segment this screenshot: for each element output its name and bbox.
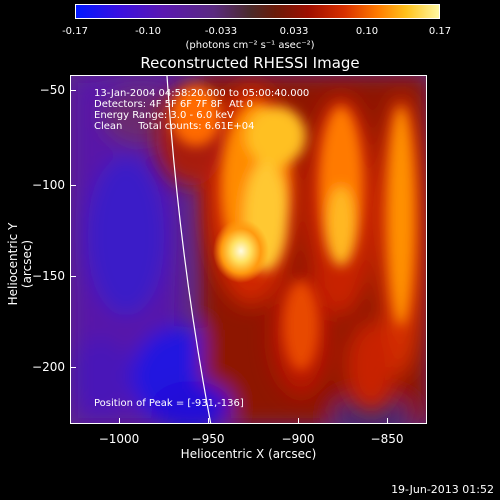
colorbar-unit-label: (photons cm⁻² s⁻¹ asec⁻²)	[185, 40, 315, 51]
colorbar-tick: 0.10	[355, 26, 379, 37]
y-tick-label: −150	[32, 269, 65, 283]
chart-title: Reconstructed RHESSI Image	[140, 54, 360, 72]
y-tick-label: −100	[32, 178, 65, 192]
x-tick-label: −900	[281, 432, 315, 446]
colorbar-tick: -0.033	[204, 26, 238, 37]
x-tick-mark	[298, 418, 299, 424]
colorbar-tick: -0.10	[135, 26, 161, 37]
x-axis-label: Heliocentric X (arcsec)	[180, 447, 317, 461]
x-tick-label: −950	[191, 432, 225, 446]
plot-area	[70, 75, 427, 424]
y-axis-label: Heliocentric Y (arcsec)	[6, 222, 34, 306]
solar-limb-line	[166, 76, 212, 423]
annotation-detectors: Detectors: 4F 5F 6F 7F 8F Att 0	[94, 99, 254, 110]
colorbar	[75, 4, 440, 19]
x-tick-mark	[208, 418, 209, 424]
x-tick-label: −1000	[98, 432, 140, 446]
footer-date: 19-Jun-2013 01:52	[391, 483, 494, 496]
x-tick-label: −850	[370, 432, 404, 446]
colorbar-tick: 0.17	[428, 26, 452, 37]
colorbar-tick: 0.033	[279, 26, 309, 37]
y-tick-label: −50	[39, 83, 65, 97]
heatmap-image	[71, 76, 426, 423]
y-tick-mark	[70, 276, 76, 277]
y-tick-mark	[70, 185, 76, 186]
annotation-energy-range: Energy Range: 3.0 - 6.0 keV	[94, 110, 234, 121]
y-tick-mark	[70, 90, 76, 91]
x-tick-mark	[119, 418, 120, 424]
annotation-time-range: 13-Jan-2004 04:58:20.000 to 05:00:40.000	[94, 88, 310, 99]
x-tick-mark	[387, 418, 388, 424]
annotation-clean-counts: Clean Total counts: 6.61E+04	[94, 121, 255, 132]
colorbar-tick: -0.17	[62, 26, 88, 37]
y-tick-label: −200	[32, 360, 65, 374]
annotation-peak-position: Position of Peak = [-931,-136]	[94, 398, 244, 409]
y-tick-mark	[70, 367, 76, 368]
